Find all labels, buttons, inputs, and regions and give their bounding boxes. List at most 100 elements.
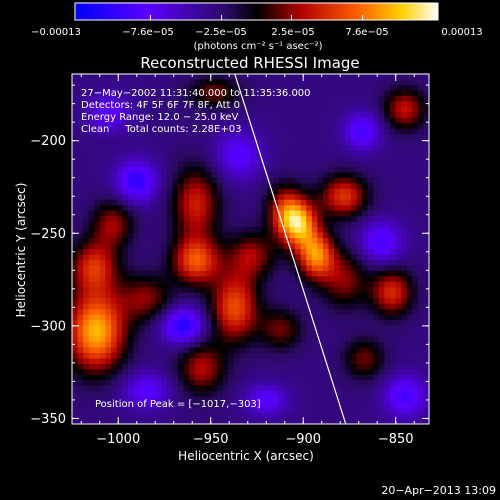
- heatmap-cell: [217, 347, 224, 354]
- heatmap-cell: [172, 254, 179, 261]
- heatmap-cell: [401, 156, 408, 163]
- heatmap-cell: [345, 150, 352, 157]
- heatmap-cell: [401, 413, 408, 420]
- heatmap-cell: [155, 385, 162, 392]
- heatmap-cell: [77, 352, 84, 359]
- heatmap-cell: [228, 396, 235, 403]
- heatmap-cell: [228, 112, 235, 119]
- heatmap-cell: [72, 254, 79, 261]
- heatmap-cell: [88, 270, 95, 277]
- heatmap-cell: [261, 134, 268, 141]
- heatmap-cell: [116, 320, 123, 327]
- heatmap-cell: [133, 331, 140, 338]
- heatmap-cell: [150, 243, 157, 250]
- heatmap-cell: [72, 205, 79, 212]
- heatmap-cell: [367, 139, 374, 146]
- heatmap-cell: [317, 177, 324, 184]
- heatmap-cell: [200, 380, 207, 387]
- heatmap-cell: [362, 199, 369, 206]
- heatmap-cell: [116, 101, 123, 108]
- heatmap-cell: [99, 106, 107, 113]
- heatmap-cell: [283, 380, 291, 387]
- heatmap-cell: [367, 232, 374, 239]
- heatmap-cell: [83, 194, 90, 201]
- heatmap-cell: [283, 74, 291, 81]
- heatmap-cell: [356, 385, 363, 392]
- heatmap-cell: [401, 341, 408, 349]
- heatmap-cell: [150, 106, 157, 113]
- heatmap-cell: [311, 396, 319, 403]
- heatmap-cell: [233, 407, 240, 414]
- heatmap-cell: [233, 161, 240, 168]
- heatmap-cell: [244, 287, 252, 294]
- heatmap-cell: [423, 221, 429, 228]
- heatmap-cell: [283, 276, 291, 283]
- heatmap-cell: [345, 369, 352, 376]
- heatmap-cell: [334, 369, 341, 376]
- heatmap-cell: [99, 385, 107, 392]
- heatmap-cell: [127, 156, 134, 163]
- heatmap-cell: [228, 177, 235, 184]
- heatmap-cell: [116, 205, 123, 212]
- heatmap-cell: [166, 188, 174, 195]
- heatmap-cell: [339, 84, 346, 92]
- heatmap-cell: [278, 358, 285, 365]
- heatmap-cell: [239, 150, 246, 157]
- heatmap-cell: [362, 249, 369, 256]
- heatmap-cell: [189, 341, 196, 349]
- heatmap-cell: [99, 380, 107, 387]
- heatmap-cell: [384, 374, 391, 381]
- heatmap-cell: [166, 249, 174, 256]
- heatmap-cell: [395, 325, 402, 332]
- heatmap-cell: [350, 243, 358, 250]
- y-tick-label: −350: [30, 412, 66, 427]
- heatmap-cell: [133, 402, 140, 409]
- heatmap-cell: [317, 331, 324, 338]
- heatmap-cell: [323, 227, 330, 234]
- heatmap-cell: [105, 363, 112, 370]
- solar-limb-line: [234, 74, 347, 424]
- heatmap-cell: [205, 341, 213, 349]
- heatmap-cell: [150, 84, 157, 92]
- heatmap-cell: [111, 358, 118, 365]
- heatmap-cell: [261, 413, 268, 420]
- heatmap-cell: [350, 216, 358, 223]
- heatmap-cell: [417, 74, 425, 81]
- heatmap-cell: [356, 374, 363, 381]
- heatmap-cell: [350, 117, 358, 124]
- heatmap-cell: [150, 347, 157, 354]
- heatmap-cell: [177, 259, 185, 267]
- heatmap-cell: [122, 238, 129, 245]
- heatmap-cell: [222, 199, 229, 206]
- heatmap-cell: [261, 79, 268, 86]
- heatmap-cell: [384, 188, 391, 195]
- heatmap-cell: [283, 177, 291, 184]
- heatmap-cell: [77, 128, 84, 135]
- heatmap-cell: [172, 90, 179, 97]
- heatmap-cell: [328, 254, 335, 261]
- heatmap-cell: [401, 418, 408, 424]
- heatmap-cell: [417, 221, 425, 228]
- heatmap-cell: [183, 145, 190, 152]
- heatmap-cell: [256, 385, 263, 392]
- heatmap-cell: [150, 374, 157, 381]
- heatmap-cell: [133, 210, 140, 217]
- heatmap-cell: [283, 391, 291, 398]
- heatmap-cell: [384, 177, 391, 184]
- heatmap-cell: [267, 385, 274, 392]
- heatmap-cell: [228, 303, 235, 310]
- heatmap-cell: [250, 402, 257, 409]
- heatmap-cell: [278, 238, 285, 245]
- heatmap-cell: [389, 112, 397, 119]
- heatmap-cell: [389, 331, 397, 338]
- heatmap-cell: [127, 341, 134, 349]
- heatmap-cell: [217, 374, 224, 381]
- heatmap-cell: [244, 265, 252, 272]
- heatmap-cell: [350, 238, 358, 245]
- heatmap-cell: [345, 287, 352, 294]
- heatmap-cell: [345, 325, 352, 332]
- heatmap-cell: [77, 325, 84, 332]
- heatmap-cell: [378, 298, 385, 305]
- heatmap-cell: [77, 221, 84, 228]
- heatmap-cell: [99, 188, 107, 195]
